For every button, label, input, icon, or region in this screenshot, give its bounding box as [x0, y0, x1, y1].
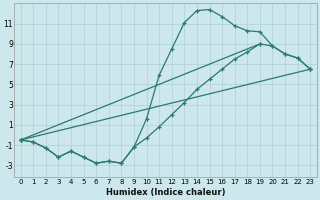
X-axis label: Humidex (Indice chaleur): Humidex (Indice chaleur) — [106, 188, 225, 197]
